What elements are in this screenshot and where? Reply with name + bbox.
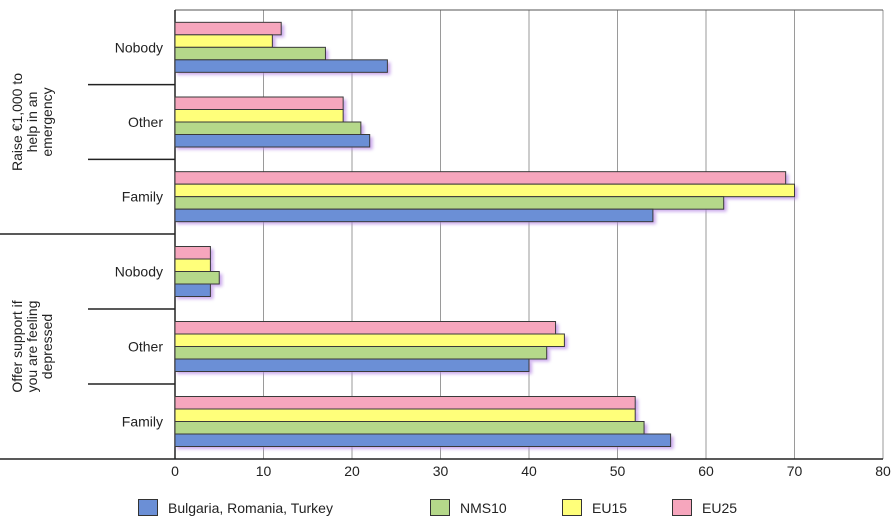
bar-chart: 0 10 20 30 40 50 60 70 80 Raise €1,000 tohelp in … (0, 9, 891, 479)
bar (174, 258, 211, 272)
bar (174, 134, 371, 148)
group-label-line: Raise €1,000 to (9, 73, 25, 171)
legend-label: EU15 (592, 499, 628, 516)
x-tick-label: 20 (344, 463, 360, 479)
bar (174, 121, 362, 135)
category-label: Nobody (115, 264, 163, 280)
bar (174, 21, 282, 36)
bar (174, 283, 211, 297)
x-tick-label: 60 (698, 463, 714, 479)
bar (174, 246, 211, 260)
bar (174, 171, 787, 185)
legend-swatch (430, 499, 450, 516)
x-tick-label: 0 (171, 463, 179, 479)
x-tick-label: 80 (875, 463, 891, 479)
legend-item: EU25 (672, 499, 737, 516)
x-tick-label: 70 (787, 463, 803, 479)
bar (174, 358, 530, 372)
group-label: Offer support ifyou are feelingdepressed (9, 300, 55, 392)
legend-item: NMS10 (430, 499, 507, 516)
bar (174, 396, 636, 410)
group-label-line: you are feeling (24, 301, 40, 393)
bar (174, 96, 344, 110)
legend-label: NMS10 (460, 499, 507, 516)
bar (174, 46, 326, 61)
bar (174, 346, 548, 360)
bar (174, 271, 220, 285)
group-label-line: Offer support if (9, 300, 25, 392)
bar (174, 109, 344, 123)
legend-swatch (138, 499, 158, 516)
group-label-line: depressed (39, 314, 55, 379)
category-label: Nobody (115, 39, 163, 55)
category-label: Family (122, 189, 163, 205)
bar (174, 196, 725, 210)
category-label: Family (122, 414, 163, 430)
group-label: Raise €1,000 tohelp in anemergency (9, 73, 55, 171)
bar (174, 333, 565, 347)
group-label-line: help in an (24, 92, 40, 153)
legend-label: EU25 (702, 499, 738, 516)
x-tick-label: 10 (256, 463, 272, 479)
legend-item: Bulgaria, Romania, Turkey (138, 499, 333, 516)
category-label: Other (128, 114, 163, 130)
bar (174, 408, 636, 422)
bar (174, 208, 654, 223)
bar (174, 433, 672, 447)
bar (174, 421, 645, 435)
legend-swatch (672, 499, 692, 516)
x-tick-label: 40 (521, 463, 537, 479)
bar (174, 321, 557, 335)
category-label: Other (128, 339, 163, 355)
bar (174, 59, 388, 73)
bar (174, 183, 795, 198)
legend-label: Bulgaria, Romania, Turkey (168, 499, 333, 516)
legend: Bulgaria, Romania, Turkey NMS10 EU15 EU25 (0, 499, 895, 521)
x-tick-label: 50 (610, 463, 626, 479)
legend-item: EU15 (562, 499, 627, 516)
legend-swatch (562, 499, 582, 516)
group-label-line: emergency (39, 87, 55, 156)
bar (174, 34, 273, 48)
x-tick-label: 30 (433, 463, 449, 479)
